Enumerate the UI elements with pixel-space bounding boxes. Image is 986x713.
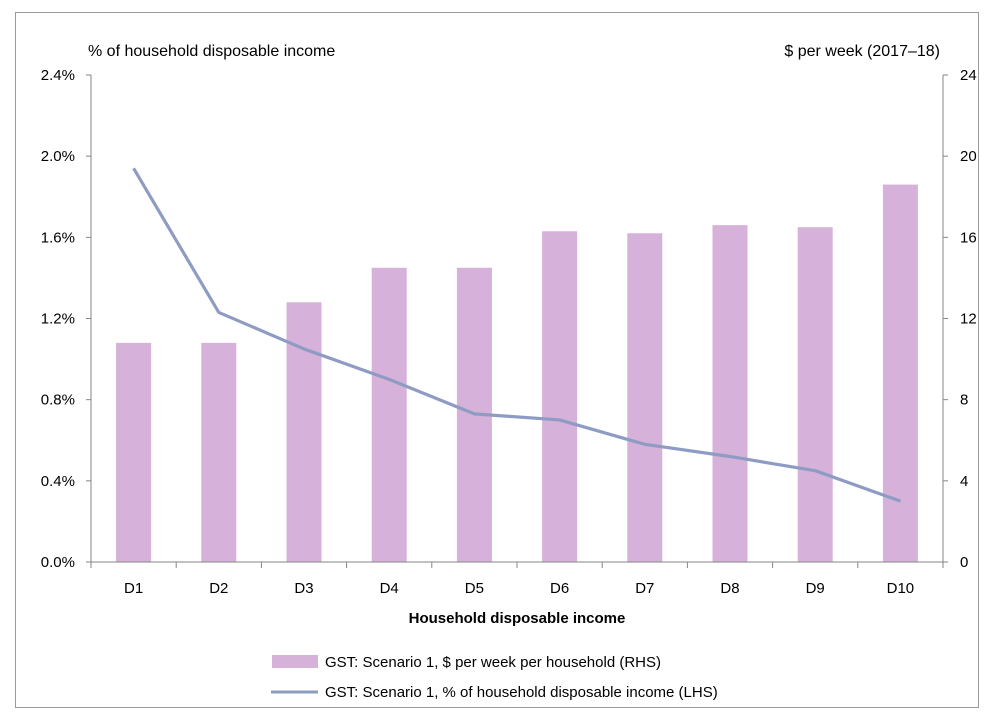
left-tick-label: 0.4% xyxy=(41,473,75,490)
left-tick-label: 1.6% xyxy=(41,229,75,246)
x-tick-label-d5: D5 xyxy=(465,580,484,597)
bar-d3 xyxy=(286,302,322,562)
bar-d6 xyxy=(542,231,578,562)
right-tick-label: 20 xyxy=(960,148,977,165)
x-tick-label-d2: D2 xyxy=(209,580,228,597)
legend: GST: Scenario 1, $ per week per househol… xyxy=(271,654,718,701)
x-tick-label-d7: D7 xyxy=(635,580,654,597)
line-series xyxy=(132,167,901,503)
left-axis-title: % of household disposable income xyxy=(88,43,335,60)
x-tick-label-d9: D9 xyxy=(806,580,825,597)
x-axis-title: Household disposable income xyxy=(409,610,626,627)
x-tick-label-d1: D1 xyxy=(124,580,143,597)
x-tick-label-d10: D10 xyxy=(887,580,915,597)
left-tick-label: 0.0% xyxy=(41,554,75,571)
right-tick-label: 8 xyxy=(960,392,968,409)
x-tick-label-d3: D3 xyxy=(294,580,313,597)
bar-d1 xyxy=(116,342,152,562)
right-tick-label: 12 xyxy=(960,311,977,328)
left-tick-label: 0.8% xyxy=(41,392,75,409)
legend-bar-label: GST: Scenario 1, $ per week per househol… xyxy=(325,654,661,671)
x-tick-label-d4: D4 xyxy=(380,580,399,597)
right-tick-label: 4 xyxy=(960,473,968,490)
line-gst-percent xyxy=(132,167,901,503)
bar-d7 xyxy=(627,233,663,562)
legend-bar-swatch xyxy=(272,655,318,668)
bar-series xyxy=(116,184,918,563)
x-tick-label-d8: D8 xyxy=(720,580,739,597)
left-tick-label: 2.4% xyxy=(41,67,75,84)
right-tick-label: 16 xyxy=(960,229,977,246)
right-axis-title: $ per week (2017–18) xyxy=(784,43,940,60)
bar-d2 xyxy=(201,342,237,562)
left-tick-label: 1.2% xyxy=(41,311,75,328)
bar-d10 xyxy=(882,184,918,562)
chart-frame xyxy=(15,12,979,708)
bar-d8 xyxy=(712,225,748,563)
left-tick-label: 2.0% xyxy=(41,148,75,165)
right-tick-label: 0 xyxy=(960,554,968,571)
x-tick-label-d6: D6 xyxy=(550,580,569,597)
bar-d4 xyxy=(371,267,407,562)
axes xyxy=(86,74,948,568)
tick-labels: 0.0% 0.4% 0.8% 1.2% 1.6% 2.0% 2.4% 0 4 8 12 16 20 24 D… xyxy=(41,67,977,597)
legend-line-label: GST: Scenario 1, % of household disposab… xyxy=(325,684,718,701)
right-tick-label: 24 xyxy=(960,67,977,84)
bar-d9 xyxy=(797,227,833,562)
